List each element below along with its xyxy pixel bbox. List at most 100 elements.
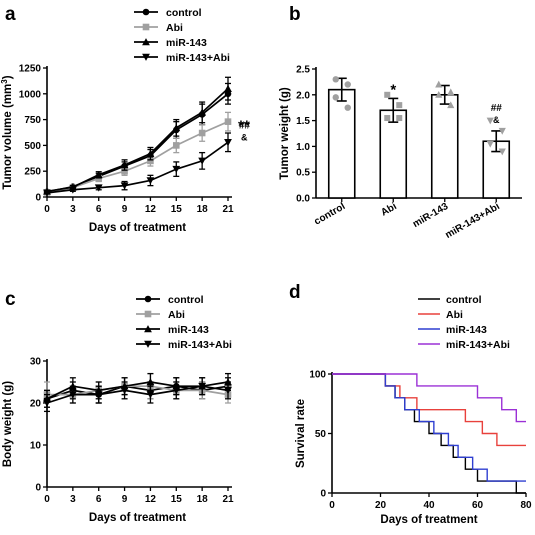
legend-marker [144, 295, 152, 303]
x-tick-label: 80 [520, 500, 532, 511]
bar [430, 94, 459, 199]
legend-marker [144, 340, 152, 348]
x-tick-label: 0 [44, 494, 50, 505]
data-point [198, 129, 206, 137]
data-point [146, 391, 155, 399]
data-point [94, 391, 103, 399]
x-tick-label: miR-143+Abi [444, 201, 502, 241]
data-point [447, 88, 455, 96]
panel-c: c 0 10 20 30 0 3 6 9 12 15 18 21 Days of treatment Bod… [2, 289, 234, 524]
y-tick-label: 0.5 [296, 168, 310, 179]
bar [327, 88, 356, 199]
x-tick-label: 0 [44, 204, 50, 215]
bar-group-mir-143 [430, 80, 459, 199]
data-point [224, 84, 232, 92]
data-point [94, 184, 103, 192]
x-tick-label: 15 [171, 494, 183, 505]
y-tick-label: 100 [309, 370, 326, 381]
legend: control Abi miR-143 miR-143+Abi [418, 294, 510, 351]
series-line [46, 120, 229, 194]
series-line [46, 93, 229, 193]
data-point [344, 81, 351, 88]
legend-label: control [166, 7, 202, 19]
x-tick-label: 3 [70, 204, 76, 215]
legend-label: miR-143 [166, 37, 207, 49]
x-tick-label: 40 [423, 500, 435, 511]
data-point [224, 118, 232, 125]
y-tick-label: 2.0 [296, 90, 310, 101]
legend-label: control [446, 294, 482, 306]
legend-label: miR-143+Abi [446, 339, 510, 351]
legend-marker [144, 325, 152, 333]
data-point [172, 387, 181, 395]
data-point [120, 161, 129, 169]
y-tick-label: 1000 [19, 89, 42, 100]
data-point [435, 80, 443, 88]
bar-group-control [327, 76, 356, 199]
y-axis-label-end: ) [2, 75, 14, 79]
series-line [46, 88, 229, 193]
x-tick-label: Abi [379, 201, 399, 219]
data-point [172, 165, 181, 174]
series-mir-143-abi [43, 132, 232, 197]
data-point [68, 186, 77, 194]
series-line [46, 141, 229, 194]
data-point [344, 104, 351, 111]
bar-group-abi [379, 91, 408, 199]
panel-d: d 0 50 100 0 20 40 60 80 Days of treatment Surviva… [289, 282, 532, 526]
y-axis-label: Tumor weight (g) [279, 87, 291, 180]
x-tick-label: 3 [70, 494, 76, 505]
data-point [498, 127, 506, 135]
legend-label: miR-143 [446, 324, 487, 336]
y-axis-label: Survival rate [295, 399, 307, 468]
x-axis-label: Days of treatment [89, 512, 186, 524]
x-axis-label: Days of treatment [89, 222, 186, 234]
y-tick-label: 0 [35, 483, 41, 494]
survival-curve-mir-143-abi [332, 373, 526, 423]
significance-label: ** [238, 118, 250, 135]
x-axis-label: Days of treatment [380, 514, 477, 526]
legend-marker [142, 8, 150, 16]
y-tick-label: 2.5 [296, 65, 310, 76]
data-point [224, 387, 232, 395]
legend-marker [142, 23, 150, 31]
x-tick-label: 12 [145, 204, 157, 215]
y-tick-label: 50 [315, 429, 327, 440]
legend: control Abi miR-143 miR-143+Abi [134, 7, 230, 64]
legend-label: miR-143+Abi [168, 339, 232, 351]
series-line [46, 385, 229, 404]
data-point [384, 91, 391, 98]
y-tick-label: 500 [24, 141, 41, 152]
data-point [435, 91, 443, 98]
y-tick-label: 1250 [19, 64, 42, 75]
legend-marker [142, 38, 150, 46]
panel-letter: b [289, 4, 301, 25]
x-tick-label: 15 [171, 204, 183, 215]
x-tick-label: miR-143 [411, 201, 451, 230]
data-point [198, 382, 207, 391]
y-axis-label-sup: 3 [0, 79, 9, 84]
data-point [147, 157, 154, 165]
y-tick-label: 30 [30, 357, 42, 368]
significance-label: & [241, 132, 248, 142]
y-tick-label: 0 [320, 489, 326, 500]
y-tick-label: 20 [30, 399, 42, 410]
data-point [94, 170, 103, 179]
x-tick-label: 21 [222, 204, 234, 215]
data-point [396, 102, 403, 109]
survival-curve-abi [332, 373, 526, 447]
panel-a: a 0 250 500 750 1000 1250 0 3 6 9 12 15 18 21 Days of t… [0, 4, 251, 234]
data-point [198, 108, 207, 116]
data-point [121, 167, 128, 175]
x-tick-label: 0 [329, 500, 335, 511]
x-tick-label: 18 [197, 494, 209, 505]
x-tick-label: 21 [222, 494, 234, 505]
significance-label: * [390, 81, 396, 98]
y-tick-label: 1.5 [296, 116, 310, 127]
y-tick-label: 0 [35, 193, 41, 204]
significance-label: & [493, 115, 500, 125]
data-point [146, 378, 155, 386]
x-tick-label: 6 [96, 204, 102, 215]
legend-label: Abi [446, 309, 463, 321]
